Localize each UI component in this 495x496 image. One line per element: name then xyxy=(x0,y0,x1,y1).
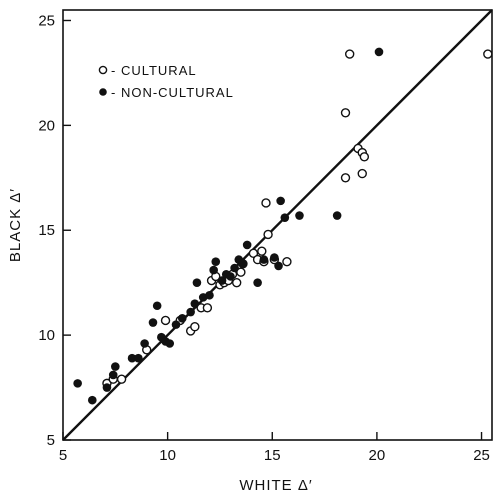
cultural-point xyxy=(357,168,367,179)
non-cultural-point xyxy=(217,276,227,285)
y-tick-label: 15 xyxy=(38,222,55,239)
cultural-point xyxy=(236,267,246,277)
non-cultural-point xyxy=(280,213,290,222)
non-cultural-point xyxy=(238,259,248,269)
x-tick-label: 10 xyxy=(159,447,176,464)
x-tick-label: 25 xyxy=(473,447,490,464)
cultural-point xyxy=(344,49,355,59)
cultural-point xyxy=(231,277,242,288)
y-tick-label: 10 xyxy=(38,327,55,344)
reference-line xyxy=(62,9,493,441)
cultural-point xyxy=(190,322,200,332)
non-cultural-point xyxy=(253,278,262,287)
non-cultural-point xyxy=(205,290,214,300)
cultural-point xyxy=(340,173,351,183)
x-axis-ticks: 5 10 15 20 25 xyxy=(59,432,490,464)
non-cultural-point xyxy=(211,257,221,267)
non-cultural-point xyxy=(186,307,195,317)
non-cultural-point xyxy=(127,353,137,363)
non-cultural-point xyxy=(102,383,112,392)
cultural-point xyxy=(160,315,171,326)
non-cultural-point xyxy=(165,339,175,348)
non-cultural-point xyxy=(134,353,143,363)
y-axis-label: BLACK Δ′ xyxy=(7,188,24,262)
cultural-point xyxy=(257,246,267,256)
cultural-point xyxy=(202,303,213,313)
cultural-point xyxy=(282,257,292,267)
plot-frame xyxy=(62,9,493,441)
non-cultural-point xyxy=(230,263,239,273)
non-cultural-point xyxy=(190,299,200,308)
non-cultural-point xyxy=(332,211,342,220)
non-cultural-point xyxy=(140,339,149,348)
non-cultural-point xyxy=(148,318,158,327)
non-cultural-point xyxy=(295,211,304,220)
non-cultural-point xyxy=(270,253,279,262)
legend-marker-cultural xyxy=(98,65,108,75)
non-cultural-point xyxy=(242,240,252,250)
legend-marker-non-cultural xyxy=(99,88,107,96)
cultural-point xyxy=(359,152,370,162)
legend: - CULTURAL - NON-CULTURAL xyxy=(98,63,234,100)
non-cultural-point xyxy=(87,395,97,405)
cultural-point xyxy=(483,49,493,59)
x-tick-label: 5 xyxy=(59,447,67,464)
non-cultural-point xyxy=(274,261,283,271)
plot-area: 5 10 15 20 25 5 10 15 20 25 xyxy=(38,9,493,464)
non-cultural-point xyxy=(259,255,269,264)
y-tick-label: 25 xyxy=(38,12,55,29)
data-points xyxy=(73,47,493,405)
cultural-point xyxy=(116,374,127,384)
cultural-point xyxy=(340,108,351,118)
non-cultural-point xyxy=(73,379,82,388)
non-cultural-point xyxy=(111,362,120,371)
non-cultural-point xyxy=(177,314,187,323)
cultural-point xyxy=(248,248,259,259)
non-cultural-point xyxy=(192,278,202,287)
non-cultural-point xyxy=(226,272,235,281)
x-tick-label: 20 xyxy=(369,447,386,464)
x-axis-label: WHITE Δ′ xyxy=(239,477,312,494)
non-cultural-point xyxy=(374,47,384,57)
y-tick-label: 5 xyxy=(47,432,55,449)
y-tick-label: 20 xyxy=(38,117,55,134)
non-cultural-point xyxy=(108,370,118,380)
legend-label-cultural: - CULTURAL xyxy=(111,63,197,78)
non-cultural-point xyxy=(152,301,162,311)
legend-label-non-cultural: - NON-CULTURAL xyxy=(111,85,234,100)
non-cultural-point xyxy=(171,320,181,329)
non-cultural-point xyxy=(209,265,218,275)
y-axis-ticks: 5 10 15 20 25 xyxy=(38,12,71,449)
non-cultural-point xyxy=(276,196,285,206)
cultural-point xyxy=(261,198,271,208)
cultural-point xyxy=(263,229,273,240)
x-tick-label: 15 xyxy=(264,447,281,464)
